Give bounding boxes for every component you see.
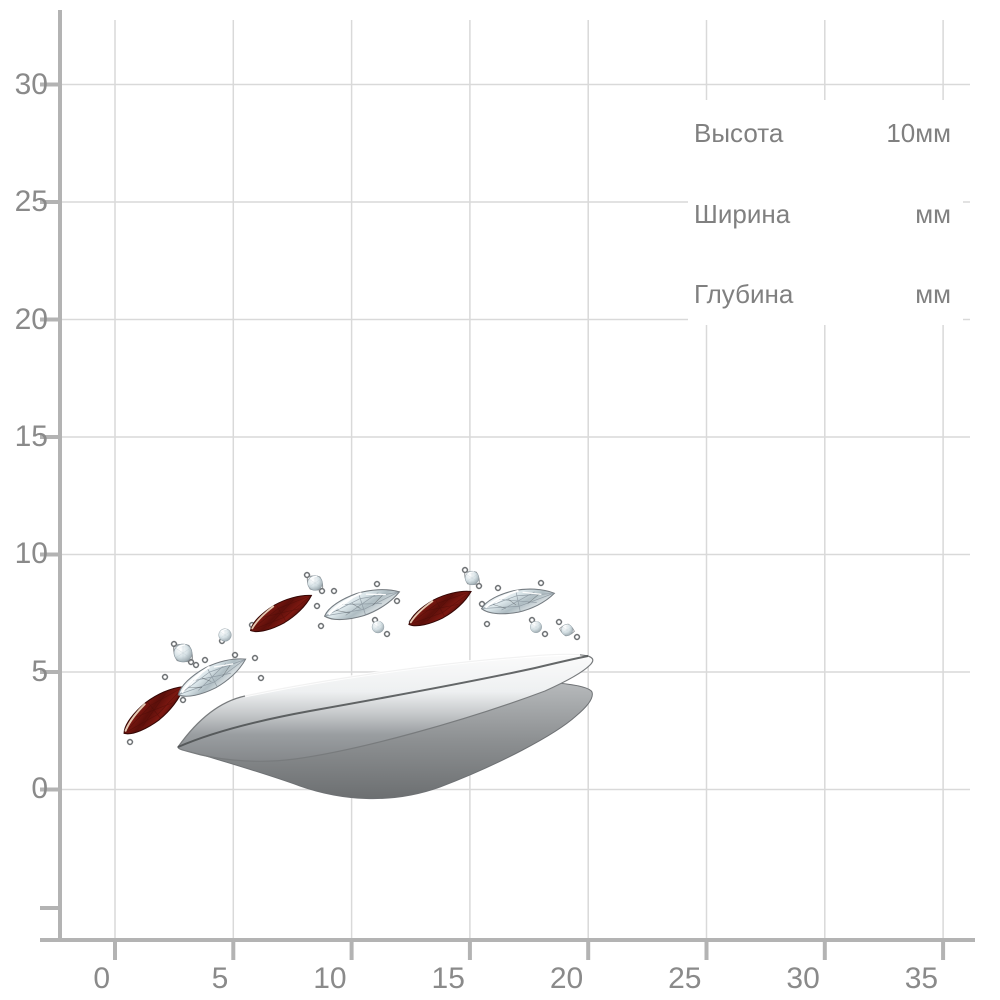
svg-text:35: 35	[905, 962, 938, 995]
svg-text:0: 0	[31, 772, 48, 805]
svg-text:10: 10	[313, 962, 346, 995]
svg-text:Высота: Высота	[694, 118, 784, 148]
svg-text:30: 30	[786, 962, 819, 995]
svg-text:20: 20	[550, 962, 583, 995]
svg-text:25: 25	[15, 185, 48, 218]
svg-text:мм: мм	[915, 279, 951, 309]
svg-text:5: 5	[31, 655, 48, 688]
svg-text:Ширина: Ширина	[694, 199, 791, 229]
svg-text:20: 20	[15, 303, 48, 336]
svg-text:15: 15	[432, 962, 465, 995]
svg-text:10мм: 10мм	[886, 118, 951, 148]
svg-text:30: 30	[15, 68, 48, 101]
svg-text:15: 15	[15, 420, 48, 453]
svg-text:5: 5	[212, 962, 229, 995]
svg-text:Глубина: Глубина	[694, 279, 794, 309]
svg-text:0: 0	[93, 962, 110, 995]
svg-text:мм: мм	[915, 199, 951, 229]
svg-text:25: 25	[668, 962, 701, 995]
svg-text:10: 10	[15, 537, 48, 570]
